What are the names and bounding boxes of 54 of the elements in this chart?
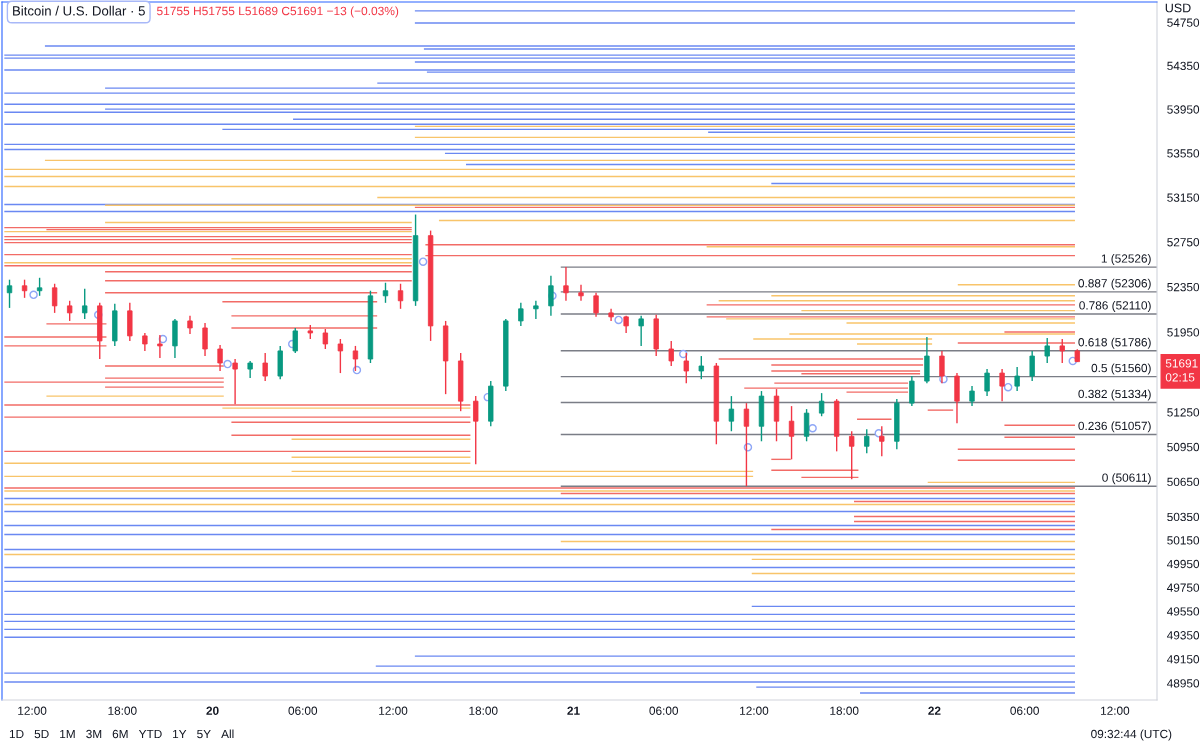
- x-tick-label: 20: [206, 706, 219, 715]
- y-tick-label: 53950: [1167, 105, 1200, 114]
- y-tick-label: 50350: [1167, 512, 1200, 522]
- y-tick-label: 53550: [1167, 149, 1200, 158]
- series-label: 1 (52526): [1101, 254, 1151, 266]
- x-tick-label: 18:00: [830, 706, 859, 715]
- chart-title: Bitcoin / U.S. Dollar · 5: [13, 5, 145, 16]
- text: 1M: [60, 729, 75, 739]
- y-tick-label: 51950: [1167, 328, 1200, 337]
- y-axis-title: USD: [1165, 3, 1191, 13]
- y-tick-label: 49150: [1166, 655, 1200, 664]
- y-tick-label: 52750: [1167, 238, 1200, 247]
- text: 3M: [86, 729, 102, 739]
- y-tick-label: 49350: [1166, 631, 1200, 640]
- x-tick-label: 18:00: [469, 706, 498, 715]
- text: 09:32:44 (UTC): [1091, 729, 1172, 741]
- series-label: 0.382 (51334): [1078, 389, 1151, 401]
- y-tick-label: 50950: [1167, 442, 1200, 452]
- x-tick-label: 12:00: [18, 706, 47, 715]
- text: YTD: [138, 729, 162, 739]
- series-label: 0.618 (51786): [1078, 337, 1151, 349]
- chart-subtitle: 51755 H51755 L51689 C51691 −13 (−0.03%): [156, 6, 399, 18]
- x-tick-label: 21: [567, 706, 580, 715]
- y-tick-label: 50150: [1167, 536, 1200, 545]
- y-tick-label: 52350: [1167, 282, 1200, 292]
- series-label: 0.786 (52110): [1079, 300, 1151, 312]
- x-tick-label: 22: [928, 706, 941, 715]
- y-tick-label: 53150: [1167, 193, 1200, 202]
- series-label: 0.5 (51560): [1091, 363, 1151, 375]
- y-tick-label: 49750: [1166, 583, 1200, 592]
- y-tick-label: 49950: [1166, 559, 1200, 569]
- y-tick-label: 51250: [1167, 408, 1200, 417]
- y-tick-label: 49550: [1166, 607, 1200, 616]
- text: 1D: [9, 729, 24, 739]
- y-tick-label: 54350: [1167, 61, 1200, 71]
- text: 5D: [34, 729, 49, 739]
- x-tick-label: 12:00: [379, 706, 408, 715]
- x-tick-label: 06:00: [649, 706, 679, 715]
- x-tick-label: 12:00: [740, 706, 769, 715]
- x-tick-label: 12:00: [1101, 706, 1130, 715]
- series-label: 0.887 (52306): [1078, 278, 1151, 290]
- y-tick-label: 48950: [1166, 679, 1200, 688]
- text: All: [221, 729, 234, 739]
- series-label: 0 (50611): [1102, 473, 1151, 485]
- y-tick-label: 50650: [1167, 477, 1200, 487]
- text: 6M: [112, 729, 128, 739]
- y-tick-label: 54750: [1167, 18, 1200, 27]
- x-tick-label: 06:00: [1010, 706, 1039, 715]
- x-tick-label: 18:00: [108, 706, 137, 715]
- series-label: 0.236 (51057): [1078, 421, 1151, 433]
- x-tick-label: 06:00: [288, 706, 318, 715]
- text: 5Y: [197, 729, 211, 739]
- text: 1Y: [173, 729, 187, 739]
- text: 51691 02:15: [1165, 359, 1198, 382]
